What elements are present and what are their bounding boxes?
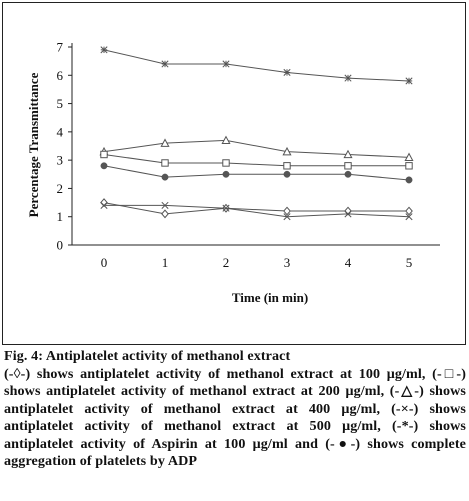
y-tick-label: 6 [57, 68, 64, 83]
triangle-marker [160, 138, 170, 147]
x-tick-label: 4 [345, 255, 352, 270]
square-marker [344, 162, 352, 170]
x-tick-label: 5 [406, 255, 413, 270]
triangle-marker [282, 146, 292, 156]
star-stroke [405, 77, 413, 85]
cross-stroke [100, 201, 108, 209]
cross-marker [222, 204, 230, 212]
star-stroke [283, 68, 291, 77]
circle-marker [222, 170, 230, 178]
cross-stroke [161, 201, 169, 209]
y-tick-label: 4 [57, 124, 64, 139]
chart-frame [2, 2, 466, 345]
x-tick-label: 1 [162, 255, 169, 270]
star-marker [283, 68, 291, 77]
square-marker [161, 159, 169, 167]
circle-marker [100, 162, 108, 170]
star-stroke [222, 60, 230, 68]
series-line [103, 202, 409, 215]
cross-stroke [344, 210, 352, 218]
square-marker [405, 162, 413, 170]
star-stroke [100, 46, 108, 54]
triangle-marker [343, 149, 353, 159]
caption-body: (-◊-) shows antiplatelet activity of met… [4, 365, 466, 470]
series-cross [100, 201, 413, 221]
diamond-marker [405, 206, 413, 216]
chart-series [99, 46, 414, 221]
series-line [103, 139, 410, 158]
cross-stroke [222, 204, 230, 212]
star-marker [222, 60, 230, 68]
cross-marker [100, 201, 108, 209]
circle-marker [161, 173, 169, 181]
figure-caption: Fig. 4: Antiplatelet activity of methano… [4, 348, 466, 471]
y-tick-label: 7 [57, 40, 64, 55]
y-tick-label: 0 [57, 238, 64, 253]
star-marker [100, 46, 108, 54]
y-tick-label: 3 [57, 153, 64, 168]
diamond-marker [283, 206, 291, 216]
series-diamond [100, 198, 413, 219]
triangle-marker [404, 152, 414, 162]
cross-marker [283, 213, 291, 221]
y-tick-label: 1 [57, 209, 64, 224]
star-marker [161, 60, 169, 68]
y-tick-label: 5 [57, 96, 64, 111]
series-square [100, 150, 413, 170]
circle-marker [405, 176, 413, 184]
square-marker [100, 150, 108, 159]
line-chart: 0 1 2 3 4 5 6 7 0 1 2 3 4 5 Time (in min) Percentage … [26, 40, 440, 305]
cross-marker [161, 201, 169, 209]
star-marker [344, 74, 352, 82]
x-tick-label: 3 [284, 255, 291, 270]
series-line [103, 49, 410, 82]
series-line [103, 153, 409, 167]
chart-axes [71, 43, 440, 246]
circle-marker [283, 170, 291, 178]
square-marker [283, 162, 291, 170]
square-marker [222, 159, 230, 167]
x-tick-label: 2 [223, 255, 230, 270]
diamond-marker [161, 209, 169, 219]
series-star [100, 46, 413, 85]
caption-heading: Fig. 4: Antiplatelet activity of methano… [4, 348, 291, 364]
series-triangle [99, 135, 414, 162]
series-line [104, 204, 410, 218]
star-marker [405, 77, 413, 85]
cross-stroke [405, 213, 413, 221]
star-stroke [161, 60, 169, 68]
chart-ticks: 0 1 2 3 4 5 6 7 0 1 2 3 4 5 [57, 40, 413, 271]
cross-marker [405, 213, 413, 221]
series-circle [100, 162, 413, 184]
cross-stroke [283, 213, 291, 221]
cross-marker [344, 210, 352, 218]
circle-marker [344, 170, 352, 178]
series-line [103, 165, 410, 181]
x-axis-title: Time (in min) [232, 290, 308, 305]
y-tick-label: 2 [57, 181, 64, 196]
triangle-marker [221, 135, 231, 145]
x-tick-label: 0 [101, 255, 108, 270]
y-axis-title: Percentage Transmittance [26, 72, 41, 217]
star-stroke [344, 74, 352, 82]
